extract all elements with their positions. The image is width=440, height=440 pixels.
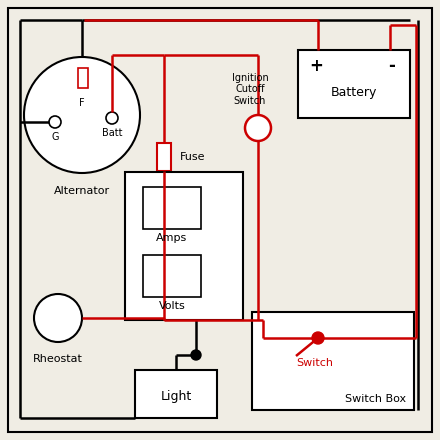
Circle shape: [191, 350, 201, 360]
Bar: [143, 187, 201, 229]
Bar: [135, 370, 217, 418]
Text: Amps: Amps: [156, 233, 187, 243]
Bar: [78, 68, 88, 88]
Text: Rheostat: Rheostat: [33, 354, 83, 364]
Text: Ignition
Cutoff
Switch: Ignition Cutoff Switch: [231, 73, 268, 106]
Text: Switch: Switch: [296, 358, 333, 368]
Bar: [143, 255, 201, 297]
Text: Alternator: Alternator: [54, 186, 110, 196]
Bar: [125, 172, 243, 320]
Circle shape: [24, 57, 140, 173]
Text: Battery: Battery: [331, 85, 377, 99]
Circle shape: [106, 112, 118, 124]
Text: -: -: [389, 57, 396, 75]
Circle shape: [34, 294, 82, 342]
Circle shape: [312, 332, 324, 344]
Text: +: +: [309, 57, 323, 75]
Text: G: G: [51, 132, 59, 142]
Bar: [298, 50, 410, 118]
Circle shape: [49, 116, 61, 128]
Text: Light: Light: [160, 389, 192, 403]
Circle shape: [245, 115, 271, 141]
Text: F: F: [79, 98, 85, 108]
Text: Batt: Batt: [102, 128, 122, 138]
Text: Switch Box: Switch Box: [345, 394, 406, 404]
Bar: [252, 312, 414, 410]
Text: Volts: Volts: [159, 301, 185, 311]
Bar: [157, 143, 171, 171]
Text: Fuse: Fuse: [180, 152, 205, 162]
